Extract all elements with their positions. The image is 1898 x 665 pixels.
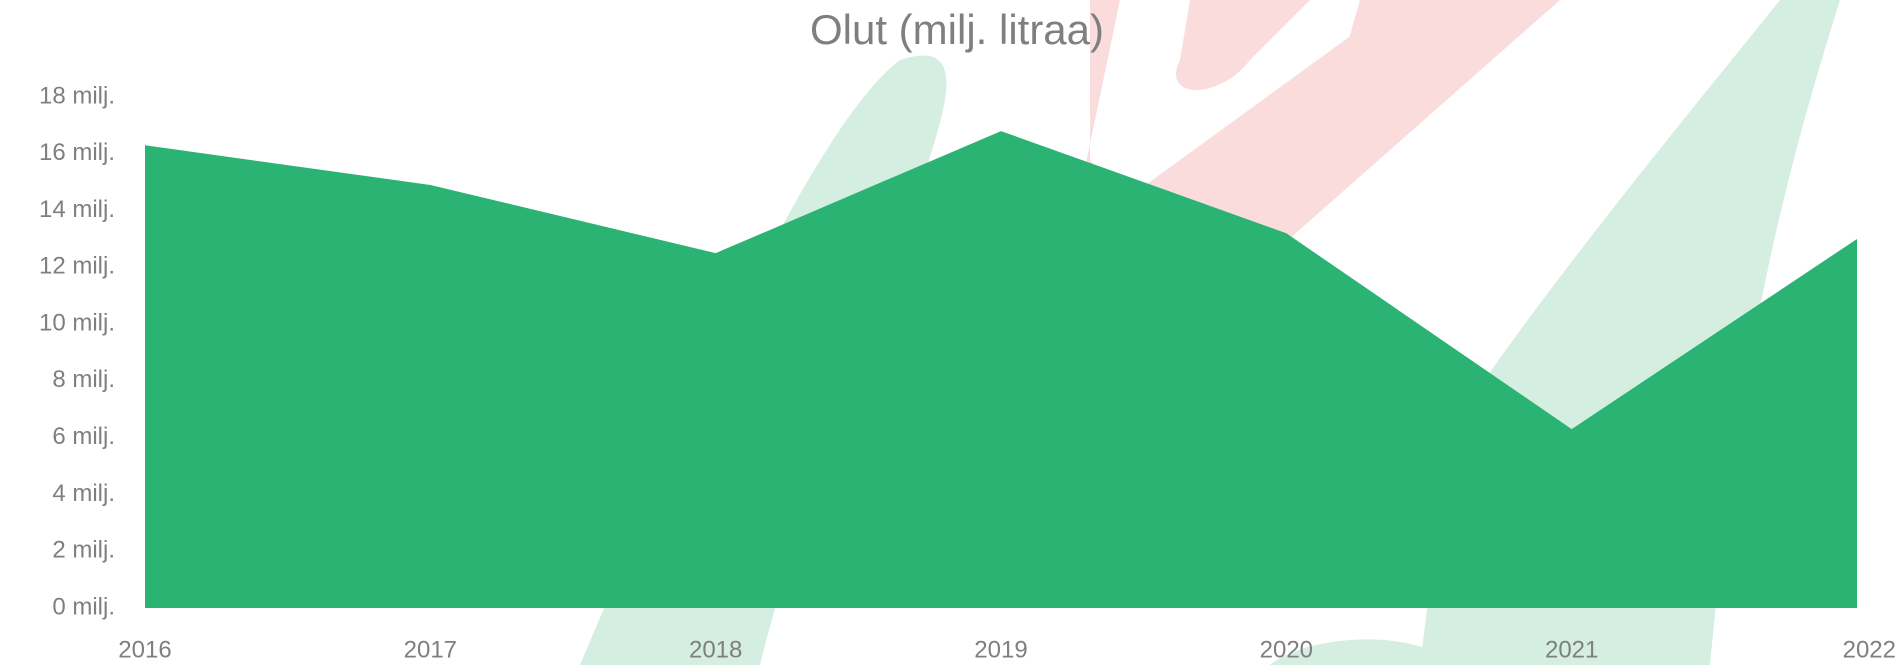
y-tick-label: 16 milj. [39, 139, 115, 166]
x-tick-label: 2016 [118, 636, 171, 663]
x-tick-label: 2017 [404, 636, 457, 663]
y-tick-label: 0 milj. [52, 593, 115, 620]
y-tick-label: 8 milj. [52, 366, 115, 393]
x-tick-label: 2019 [974, 636, 1027, 663]
x-tick-label: 2022 [1843, 636, 1896, 663]
y-tick-label: 2 milj. [52, 537, 115, 564]
y-tick-label: 6 milj. [52, 423, 115, 450]
x-tick-label: 2020 [1260, 636, 1313, 663]
y-tick-label: 4 milj. [52, 480, 115, 507]
y-tick-label: 18 milj. [39, 82, 115, 109]
y-tick-label: 10 milj. [39, 309, 115, 336]
y-tick-label: 12 milj. [39, 253, 115, 280]
area [145, 131, 1857, 609]
y-tick-label: 14 milj. [39, 196, 115, 223]
x-tick-label: 2021 [1545, 636, 1598, 663]
chart-title: Olut (milj. litraa) [810, 6, 1104, 53]
x-tick-label: 2018 [689, 636, 742, 663]
